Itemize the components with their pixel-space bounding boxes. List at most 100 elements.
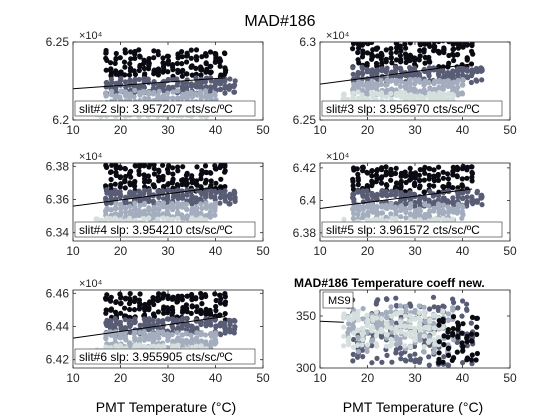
data-point	[199, 172, 204, 177]
data-point	[227, 76, 232, 81]
data-point	[203, 88, 208, 93]
data-point	[374, 209, 379, 214]
data-point	[446, 346, 451, 351]
data-point	[384, 94, 389, 99]
data-point	[165, 293, 170, 298]
data-point	[412, 331, 417, 336]
data-point	[408, 334, 413, 339]
data-point	[355, 343, 360, 348]
data-point	[384, 37, 389, 42]
data-point	[209, 178, 214, 183]
data-point	[394, 216, 399, 221]
data-point	[118, 174, 123, 179]
data-point	[464, 307, 469, 312]
data-point	[356, 57, 361, 62]
data-point	[365, 349, 370, 354]
data-point	[137, 303, 142, 308]
data-point	[374, 315, 379, 320]
data-point	[213, 203, 218, 208]
data-point	[146, 215, 151, 220]
data-point	[212, 51, 217, 56]
data-point	[437, 350, 442, 355]
data-point	[451, 47, 456, 52]
data-point	[460, 345, 465, 350]
x-tick-label: 20	[361, 371, 375, 385]
data-point	[431, 44, 436, 49]
data-point	[103, 196, 108, 201]
data-point	[417, 80, 422, 85]
data-point	[441, 87, 446, 92]
data-point	[185, 213, 190, 218]
data-point	[136, 168, 141, 173]
data-point	[455, 305, 460, 310]
y-tick-label: 6.36	[46, 193, 70, 207]
data-point	[412, 326, 417, 331]
data-point	[170, 316, 175, 321]
data-point	[384, 297, 389, 302]
data-point	[132, 94, 137, 99]
y-tick-label: 6.25	[46, 35, 70, 49]
data-point	[360, 354, 365, 359]
data-point	[408, 304, 413, 309]
data-point	[389, 86, 394, 91]
data-point	[451, 93, 456, 98]
data-point	[403, 46, 408, 51]
data-point	[356, 209, 361, 214]
data-point	[431, 313, 436, 318]
data-point	[142, 201, 147, 206]
data-point	[109, 77, 114, 82]
data-point	[383, 164, 388, 169]
data-point	[128, 291, 133, 296]
data-point	[417, 57, 422, 62]
data-point	[403, 332, 408, 337]
y-tick-label: 6.3	[299, 35, 316, 49]
data-point	[369, 173, 374, 178]
data-point	[170, 96, 175, 101]
data-point	[218, 64, 223, 69]
data-point	[360, 71, 365, 76]
data-point	[194, 47, 199, 52]
data-point	[426, 354, 431, 359]
data-point	[175, 80, 180, 85]
data-point	[370, 67, 375, 72]
data-point	[180, 188, 185, 193]
data-point	[123, 336, 128, 341]
data-point	[207, 211, 212, 216]
data-point	[418, 327, 423, 332]
data-point	[455, 209, 460, 214]
data-point	[189, 292, 194, 297]
data-point	[388, 170, 393, 175]
data-point	[427, 198, 432, 203]
data-point	[203, 217, 208, 222]
data-point	[189, 90, 194, 95]
data-point	[127, 307, 132, 312]
data-point	[431, 167, 436, 172]
x-tick-label: 50	[256, 244, 270, 258]
data-point	[218, 195, 223, 200]
data-point	[436, 201, 441, 206]
data-point	[398, 182, 403, 187]
data-point	[223, 77, 228, 82]
data-point	[360, 96, 365, 101]
data-point	[474, 199, 479, 204]
data-point	[474, 325, 479, 330]
data-point	[431, 295, 436, 300]
data-point	[156, 72, 161, 77]
data-point	[146, 62, 151, 67]
data-point	[370, 325, 375, 330]
data-point	[398, 84, 403, 89]
data-point	[146, 173, 151, 178]
data-point	[407, 79, 412, 84]
data-point	[360, 326, 365, 331]
data-point	[170, 165, 175, 170]
data-point	[469, 357, 474, 362]
data-point	[193, 296, 198, 301]
data-point	[360, 342, 365, 347]
data-point	[119, 301, 124, 306]
data-point	[393, 205, 398, 210]
chart-panel-1: 10 20 30 40 506.26.25 ×10⁴slit#2 slp: 3.95720…	[46, 30, 270, 137]
data-point	[393, 171, 398, 176]
data-point	[421, 167, 426, 172]
data-point	[398, 66, 403, 71]
data-point	[350, 207, 355, 212]
